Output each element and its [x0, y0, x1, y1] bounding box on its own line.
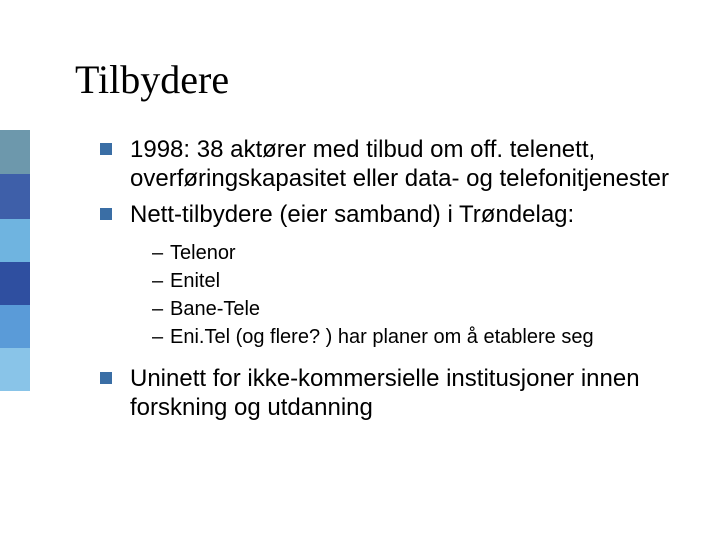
sublist-item-text: Enitel [170, 269, 220, 294]
square-bullet-icon [100, 372, 112, 384]
list-item: Uninett for ikke-kommersielle institusjo… [100, 364, 680, 423]
slide-title: Tilbydere [75, 56, 229, 103]
list-item: Nett-tilbydere (eier samband) i Trøndela… [100, 200, 680, 229]
sidebar-block [0, 174, 30, 219]
list-item-text: Nett-tilbydere (eier samband) i Trøndela… [130, 200, 574, 229]
sidebar-block [0, 219, 30, 262]
sublist-item: –Bane-Tele [152, 297, 680, 322]
sublist-item: –Telenor [152, 241, 680, 266]
sidebar-block [0, 262, 30, 305]
dash-bullet-icon: – [152, 269, 170, 294]
sidebar-accent [0, 0, 30, 540]
slide: Tilbydere 1998: 38 aktører med tilbud om… [0, 0, 720, 540]
square-bullet-icon [100, 208, 112, 220]
square-bullet-icon [100, 143, 112, 155]
list-item-text: 1998: 38 aktører med tilbud om off. tele… [130, 135, 680, 194]
sublist-item: –Enitel [152, 269, 680, 294]
list-item: 1998: 38 aktører med tilbud om off. tele… [100, 135, 680, 194]
list-item-text: Uninett for ikke-kommersielle institusjo… [130, 364, 680, 423]
dash-bullet-icon: – [152, 325, 170, 350]
sublist-item-text: Bane-Tele [170, 297, 260, 322]
sublist-item-text: Eni.Tel (og flere? ) har planer om å eta… [170, 325, 594, 350]
dash-bullet-icon: – [152, 241, 170, 266]
slide-body: 1998: 38 aktører med tilbud om off. tele… [100, 135, 680, 428]
sublist-item: –Eni.Tel (og flere? ) har planer om å et… [152, 325, 680, 350]
sidebar-block [0, 305, 30, 348]
dash-bullet-icon: – [152, 297, 170, 322]
sublist-item-text: Telenor [170, 241, 236, 266]
sidebar-block [0, 348, 30, 391]
sublist: –Telenor–Enitel–Bane-Tele–Eni.Tel (og fl… [152, 241, 680, 350]
sidebar-block [0, 130, 30, 174]
